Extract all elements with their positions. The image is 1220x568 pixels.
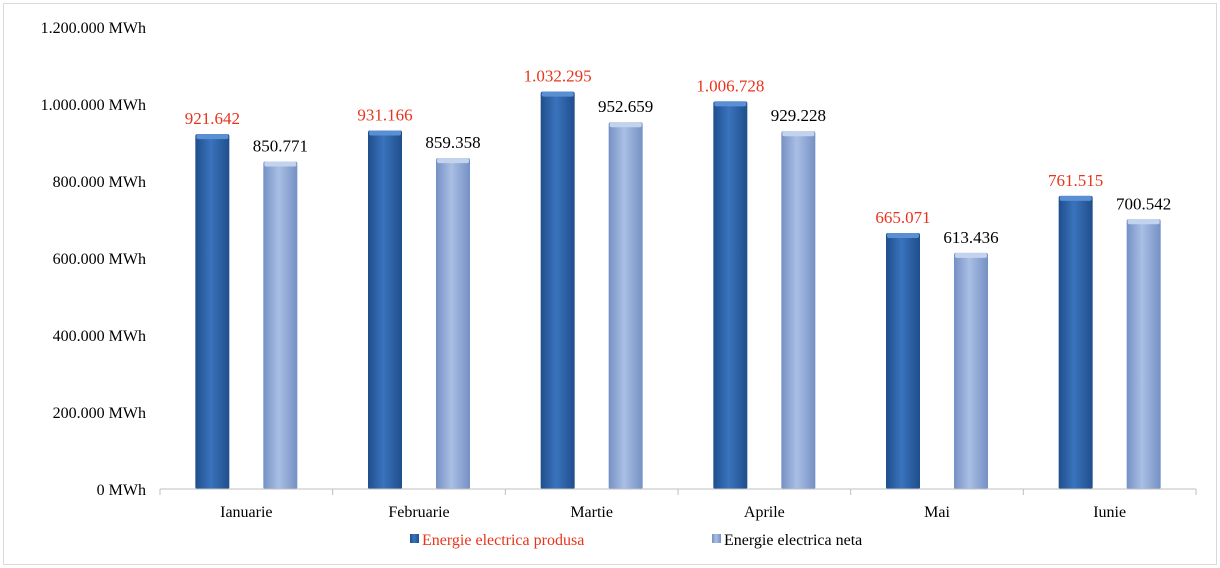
- x-tick-label: Iunie: [1093, 504, 1126, 521]
- bar-produsa: [713, 101, 748, 489]
- x-tick-label: Aprile: [744, 504, 785, 521]
- data-label: 1.006.728: [696, 76, 764, 95]
- bar-produsa: [195, 134, 230, 489]
- y-tick-label: 800.000 MWh: [53, 174, 146, 191]
- bar-top-cap: [196, 134, 229, 140]
- legend-swatch: [410, 534, 419, 543]
- x-tick-label: Martie: [570, 504, 613, 521]
- data-label: 921.642: [185, 109, 240, 128]
- data-label: 952.659: [598, 97, 653, 116]
- y-tick-label: 1.200.000 MWh: [41, 20, 146, 37]
- bar-top-cap: [887, 232, 919, 238]
- legend-label: Energie electrica produsa: [422, 532, 584, 549]
- chart-frame: [3, 3, 1217, 565]
- bar-neta: [1126, 219, 1161, 490]
- bar-top-cap: [955, 252, 987, 258]
- bar-neta: [263, 161, 298, 489]
- data-label: 665.071: [875, 208, 930, 227]
- bar-neta: [436, 158, 470, 490]
- data-label: 1.032.295: [524, 67, 592, 86]
- data-label: 761.515: [1048, 171, 1103, 190]
- y-tick-label: 600.000 MWh: [53, 251, 146, 268]
- data-label: 859.358: [425, 133, 480, 152]
- y-tick-label: 0 MWh: [97, 482, 146, 499]
- y-tick-label: 400.000 MWh: [53, 328, 146, 345]
- bar-top-cap: [369, 130, 401, 136]
- x-tick-label: Mai: [924, 504, 950, 521]
- bar-top-cap: [782, 131, 815, 137]
- bar-produsa: [368, 130, 402, 489]
- data-label: 931.166: [357, 106, 412, 125]
- legend-label: Energie electrica neta: [724, 532, 862, 549]
- bar-neta: [781, 131, 816, 489]
- bar-top-cap: [541, 91, 574, 97]
- bar-top-cap: [609, 122, 642, 128]
- y-tick-label: 200.000 MWh: [53, 405, 146, 422]
- x-tick-label: Februarie: [388, 504, 449, 521]
- bar-top-cap: [1059, 195, 1092, 201]
- bar-top-cap: [714, 101, 747, 107]
- bar-top-cap: [1127, 219, 1160, 225]
- data-label: 850.771: [253, 136, 308, 155]
- bar-produsa: [886, 232, 920, 489]
- data-label: 700.542: [1116, 194, 1171, 213]
- y-tick-label: 1.000.000 MWh: [41, 97, 146, 114]
- bar-neta: [608, 122, 643, 489]
- bar-top-cap: [437, 158, 469, 164]
- bar-produsa: [1058, 195, 1093, 490]
- legend-swatch: [712, 534, 721, 543]
- bar-neta: [954, 252, 988, 489]
- x-tick-label: Ianuarie: [220, 504, 272, 521]
- data-label: 929.228: [771, 106, 826, 125]
- bar-produsa: [540, 91, 575, 490]
- data-label: 613.436: [943, 228, 998, 247]
- bar-top-cap: [264, 161, 297, 167]
